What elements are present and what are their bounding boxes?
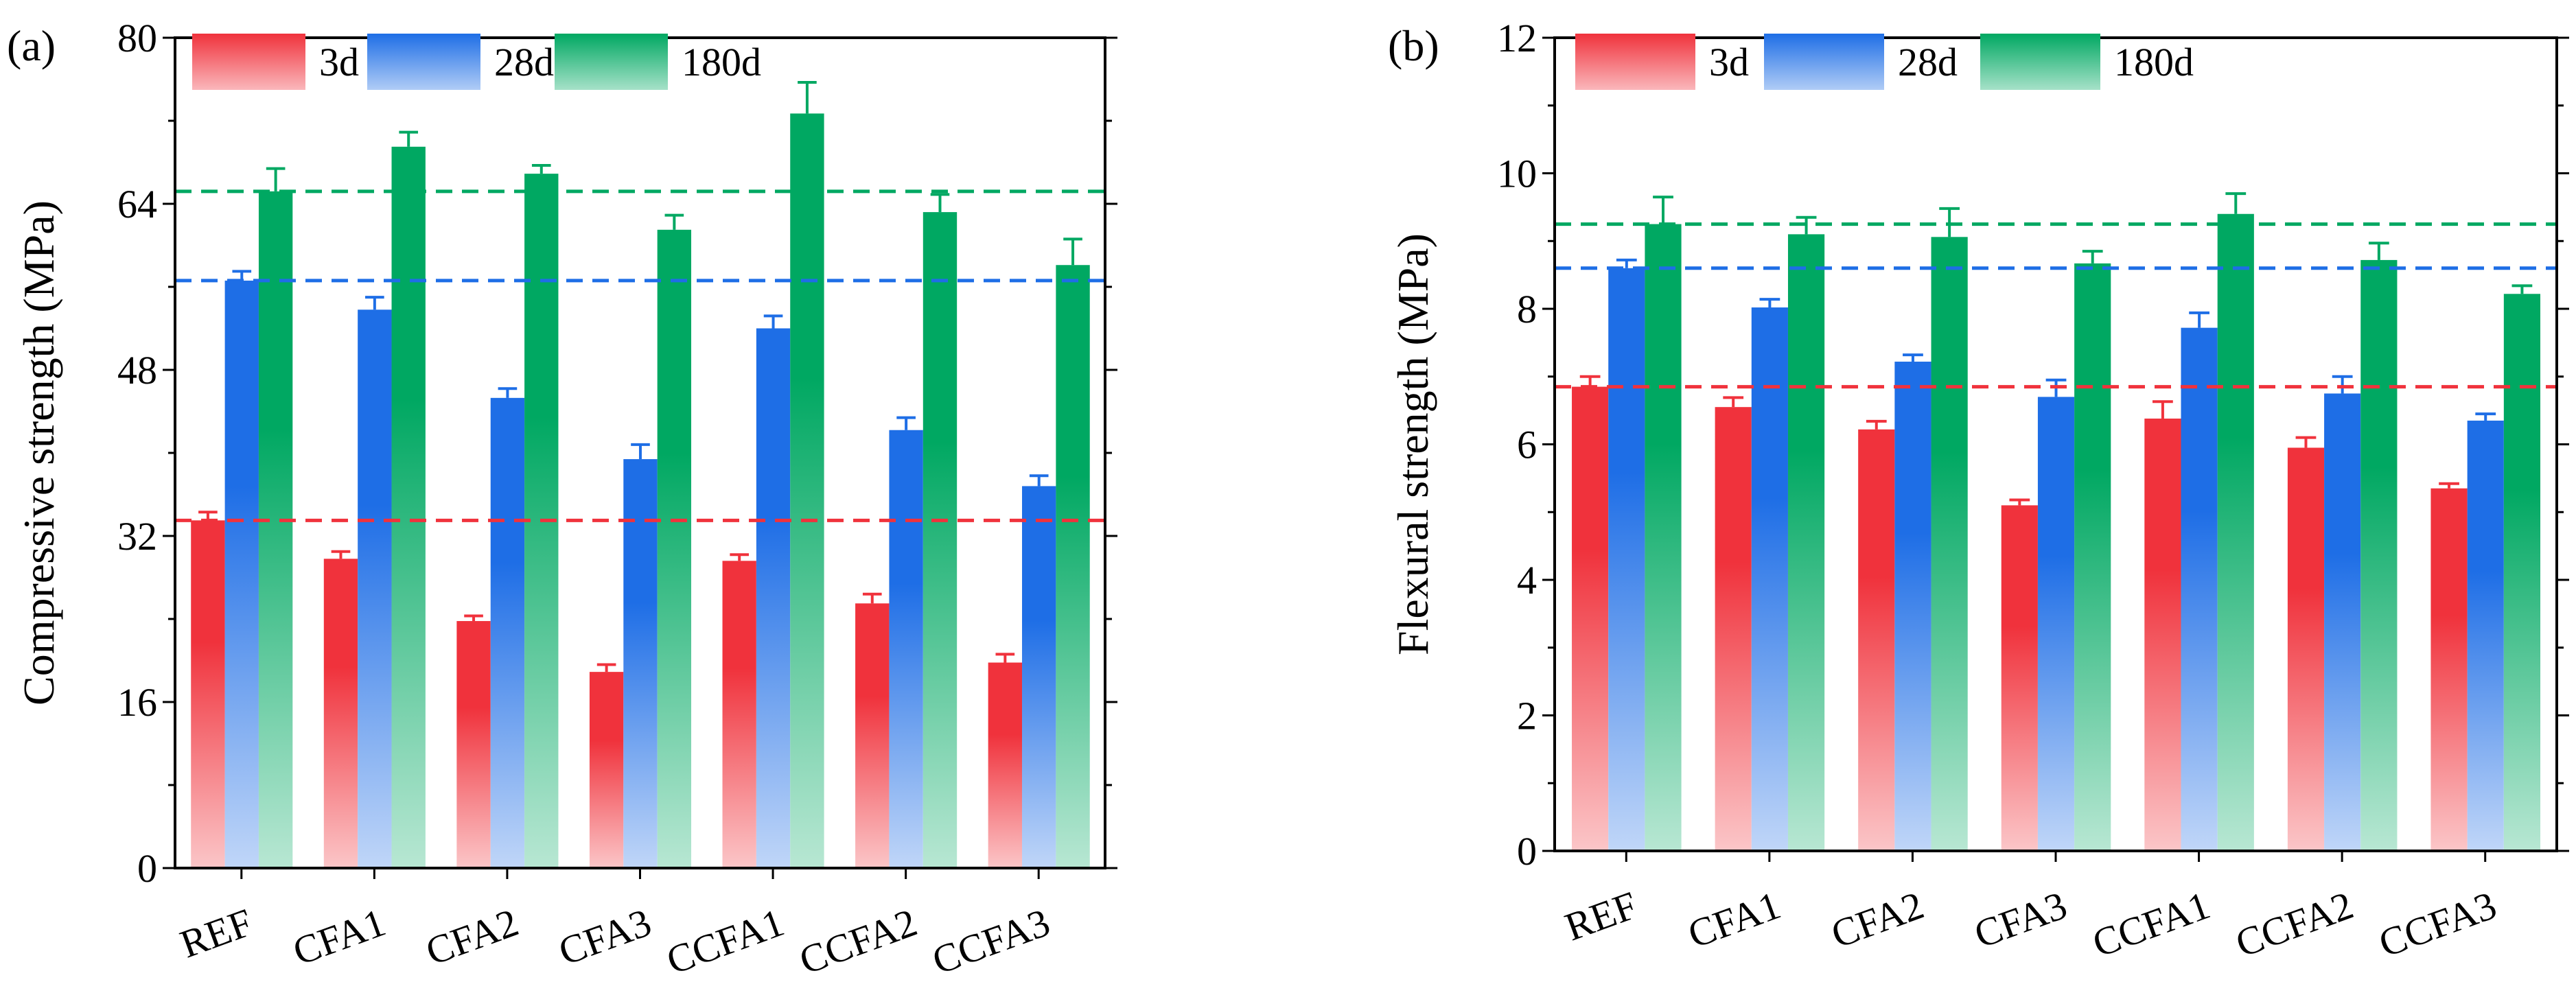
y-tick-label: 4 — [1517, 558, 1537, 603]
bar-28d-CFA1 — [358, 309, 392, 868]
y-tick-label: 0 — [1517, 829, 1537, 874]
y-tick-label: 0 — [137, 846, 157, 891]
y-tick-label: 2 — [1517, 694, 1537, 738]
bar-3d-REF — [1572, 386, 1609, 851]
bar-3d-CFA3 — [2001, 505, 2038, 851]
bar-28d-CFA3 — [623, 459, 658, 868]
bar-180d-CCFA1 — [2217, 213, 2254, 851]
bar-28d-CCFA1 — [2181, 327, 2218, 851]
bar-28d-CFA1 — [1751, 307, 1788, 851]
x-tick-label: CCFA1 — [661, 900, 790, 983]
panel-a: (a) Compressive strength (MPa) 0 16 32 48 64 80… — [7, 16, 1117, 983]
y-tick-label: 12 — [1497, 16, 1537, 60]
bar-180d-REF — [258, 191, 293, 869]
bar-3d-CCFA1 — [2144, 418, 2181, 851]
legend-label-3d: 3d — [319, 40, 359, 84]
y-axis-title: Flexural strength (MPa) — [1389, 233, 1437, 655]
legend-label-3d: 3d — [1709, 40, 1749, 84]
legend: 3d 28d 180d — [1575, 34, 2194, 90]
y-tick-label: 10 — [1497, 152, 1537, 196]
y-tick-label: 16 — [117, 680, 157, 725]
bar-3d-CFA2 — [1858, 429, 1895, 851]
bar-3d-CFA1 — [323, 559, 358, 868]
bar-3d-CCFA2 — [2287, 447, 2325, 851]
legend-swatch-180d — [555, 34, 668, 90]
bar-3d-CCFA3 — [2430, 488, 2468, 851]
bar-3d-CCFA2 — [855, 603, 890, 868]
x-tick-label: CFA3 — [553, 900, 656, 974]
bar-3d-CFA2 — [456, 621, 491, 868]
bar-180d-CFA1 — [1787, 234, 1825, 851]
bar-28d-CFA2 — [1894, 362, 1931, 851]
bar-28d-CCFA1 — [756, 328, 791, 868]
bar-28d-REF — [224, 280, 259, 868]
panel-label: (a) — [7, 21, 56, 70]
bar-28d-CFA3 — [2037, 397, 2075, 851]
bar-28d-REF — [1608, 268, 1645, 851]
legend-label-180d: 180d — [682, 40, 761, 84]
bar-28d-CCFA2 — [2324, 393, 2361, 851]
bar-3d-CCFA3 — [988, 662, 1023, 868]
x-tick-label: CCFA2 — [793, 900, 923, 983]
x-tick-label: CCFA3 — [927, 900, 1056, 983]
panel-b: (b) Flexural strength (MPa) 0 2 4 6 8 10 12 REF CF… — [1388, 16, 2569, 966]
x-tick-label: REF — [174, 900, 258, 966]
bar-3d-CFA3 — [589, 672, 624, 868]
legend-label-180d: 180d — [2114, 40, 2194, 84]
legend-label-28d: 28d — [494, 40, 554, 84]
y-tick-label: 64 — [117, 182, 157, 226]
bar-180d-CFA1 — [391, 146, 426, 868]
bar-3d-CFA1 — [1715, 407, 1752, 851]
x-tick-label: REF — [1559, 882, 1643, 949]
legend-swatch-3d — [192, 34, 305, 90]
x-tick-label: CCFA3 — [2373, 882, 2502, 966]
bar-180d-CFA2 — [1931, 237, 1968, 851]
bar-180d-CFA3 — [657, 229, 692, 868]
x-tick-label: CFA2 — [1825, 882, 1929, 957]
bar-180d-CCFA2 — [2360, 259, 2398, 851]
panel-label: (b) — [1388, 21, 1439, 70]
x-tick-label: CFA1 — [1682, 882, 1786, 957]
y-axis-title: Compressive strength (MPa) — [14, 200, 63, 705]
bar-28d-CCFA2 — [889, 430, 923, 868]
legend-label-28d: 28d — [1898, 40, 1958, 84]
x-tick-label: CCFA1 — [2087, 882, 2216, 966]
bar-3d-REF — [191, 520, 225, 868]
bar-180d-CFA3 — [2074, 263, 2111, 851]
y-tick-label: 8 — [1517, 287, 1537, 331]
bar-28d-CCFA3 — [2467, 420, 2504, 851]
y-tick-label: 80 — [117, 16, 157, 60]
bar-28d-CCFA3 — [1022, 486, 1056, 868]
legend: 3d 28d 180d — [192, 34, 761, 90]
legend-swatch-28d — [367, 34, 480, 90]
bar-180d-CCFA3 — [2503, 294, 2541, 851]
y-tick-label: 6 — [1517, 423, 1537, 467]
x-tick-label: CFA3 — [1969, 882, 2072, 957]
bar-180d-CCFA3 — [1056, 265, 1090, 868]
legend-swatch-180d — [1980, 34, 2100, 90]
legend-swatch-28d — [1764, 34, 1884, 90]
bar-180d-CCFA1 — [790, 113, 824, 869]
bar-3d-CCFA1 — [722, 561, 756, 868]
bar-28d-CFA2 — [490, 397, 525, 868]
x-tick-label: CFA1 — [287, 900, 391, 974]
bar-180d-REF — [1645, 224, 1682, 851]
y-tick-label: 32 — [117, 514, 157, 559]
x-tick-label: CCFA2 — [2230, 882, 2359, 966]
y-tick-label: 48 — [117, 348, 157, 393]
legend-swatch-3d — [1575, 34, 1695, 90]
x-tick-label: CFA2 — [420, 900, 524, 974]
bar-180d-CCFA2 — [923, 212, 958, 869]
